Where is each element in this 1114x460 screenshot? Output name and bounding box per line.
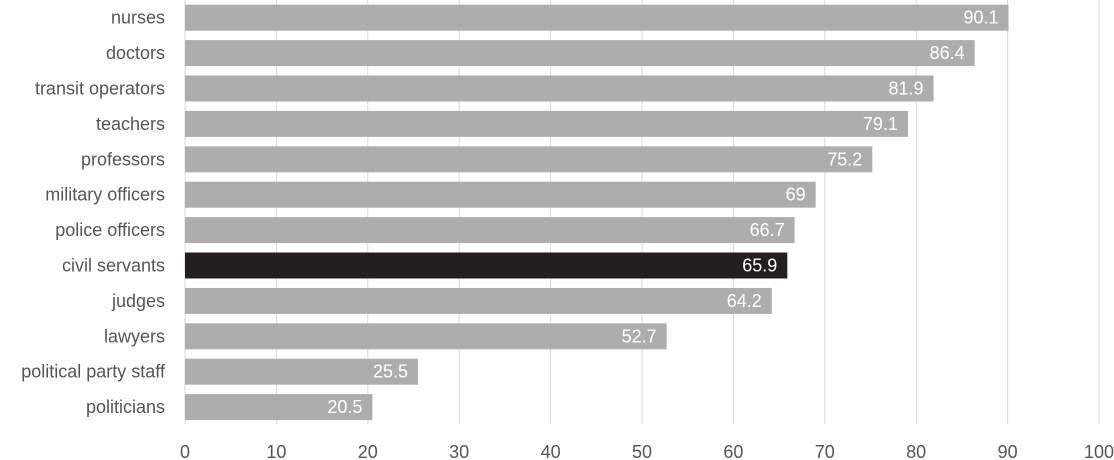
bar xyxy=(185,181,816,208)
category-label: judges xyxy=(111,291,165,311)
category-label: professors xyxy=(81,149,165,169)
category-label: transit operators xyxy=(35,79,165,99)
category-label: military officers xyxy=(45,185,165,205)
bar-value-label: 81.9 xyxy=(889,79,924,99)
category-labels: nurses doctors transit operators teachers pr… xyxy=(21,8,166,417)
x-tick-label: 70 xyxy=(815,442,835,460)
bar xyxy=(185,323,667,350)
bars xyxy=(185,4,1009,421)
category-label: nurses xyxy=(111,8,165,28)
bar-value-label: 65.9 xyxy=(742,256,777,276)
bar xyxy=(185,394,373,421)
x-tick-label: 0 xyxy=(180,442,190,460)
bar-value-label: 69 xyxy=(786,185,806,205)
bar-value-label: 52.7 xyxy=(622,326,657,346)
bar-value-label: 25.5 xyxy=(373,362,408,382)
category-label: teachers xyxy=(96,114,165,134)
bar xyxy=(185,287,772,314)
bar xyxy=(185,4,1009,31)
category-label: civil servants xyxy=(62,256,165,276)
bar xyxy=(185,75,934,102)
bar-value-label: 79.1 xyxy=(863,114,898,134)
bar xyxy=(185,252,788,279)
x-tick-label: 40 xyxy=(541,442,561,460)
category-label: politicians xyxy=(86,397,165,417)
x-tick-label: 10 xyxy=(266,442,286,460)
x-tick-label: 20 xyxy=(358,442,378,460)
category-label: police officers xyxy=(55,220,165,240)
x-tick-label: 30 xyxy=(449,442,469,460)
bar-value-label: 66.7 xyxy=(750,220,785,240)
x-tick-label: 90 xyxy=(998,442,1018,460)
bar xyxy=(185,358,419,385)
bar xyxy=(185,146,873,173)
x-tick-label: 100 xyxy=(1084,442,1114,460)
x-tick-label: 60 xyxy=(723,442,743,460)
x-axis-tick-labels: 0 10 20 30 40 50 60 70 80 90 100 xyxy=(180,442,1114,460)
category-label: political party staff xyxy=(21,362,166,382)
category-label: doctors xyxy=(106,43,165,63)
category-label: lawyers xyxy=(104,326,165,346)
bar xyxy=(185,217,795,244)
bar-value-label: 90.1 xyxy=(963,8,998,28)
bar-value-label: 20.5 xyxy=(327,397,362,417)
bar-value-label: 86.4 xyxy=(930,43,965,63)
x-tick-label: 80 xyxy=(906,442,926,460)
bar xyxy=(185,40,975,67)
bar xyxy=(185,110,908,137)
bar-value-label: 64.2 xyxy=(727,291,762,311)
bar-value-label: 75.2 xyxy=(827,149,862,169)
gridlines xyxy=(184,0,1100,424)
x-tick-label: 50 xyxy=(632,442,652,460)
